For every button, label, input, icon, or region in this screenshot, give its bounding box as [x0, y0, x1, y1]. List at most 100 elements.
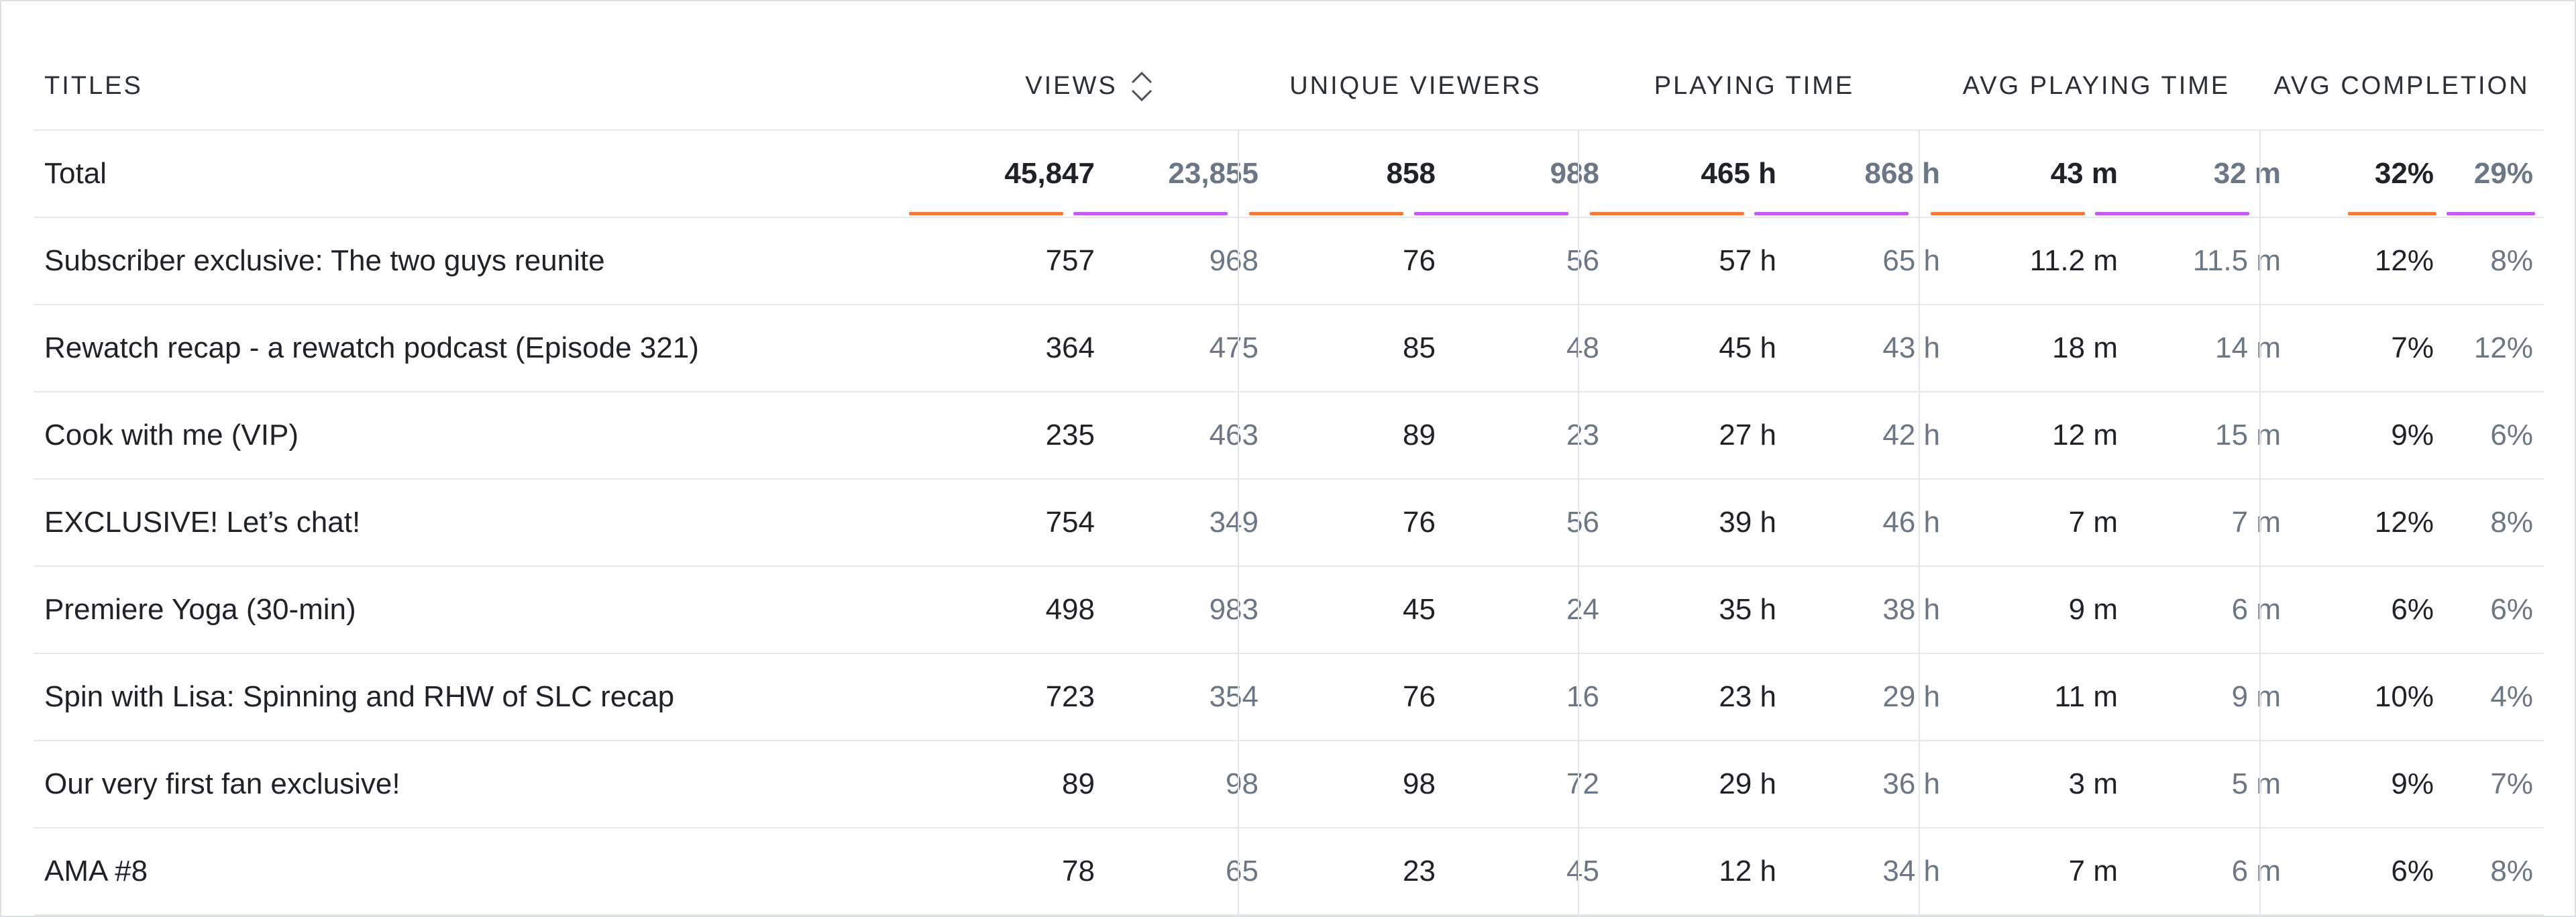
playing-time-previous-cell: 29 h — [1882, 680, 1940, 713]
avg-playing-time-previous-cell: 11.5 m — [2192, 244, 2281, 277]
avg-completion-cell: 6% — [2391, 855, 2434, 887]
avg-completion-cell: 10% — [2374, 680, 2434, 713]
total-views-previous: 23,855 — [1168, 157, 1258, 190]
total-playing-time: 465 h — [1701, 157, 1776, 190]
header-views[interactable]: VIEWS — [912, 43, 1268, 129]
avg-completion-cell: 12% — [2374, 506, 2434, 539]
avg-completion-previous-cell: 8% — [2490, 506, 2533, 539]
header-avg-completion: AVG COMPLETION — [2273, 72, 2530, 100]
views-cell: 89 — [1062, 767, 1095, 800]
unique-viewers-cell: 89 — [1403, 419, 1436, 451]
unique-viewers-previous-cell: 48 — [1566, 331, 1599, 364]
views-previous-cell: 98 — [1226, 767, 1258, 800]
table-body: Subscriber exclusive: The two guys reuni… — [34, 218, 2544, 916]
unique-viewers-cell: 85 — [1403, 331, 1436, 364]
avg-playing-time-previous-cell: 14 m — [2215, 331, 2281, 364]
playing-time-cell: 27 h — [1719, 419, 1776, 451]
playing-time-cell: 39 h — [1719, 506, 1776, 539]
avg-completion-previous-cell: 8% — [2490, 244, 2533, 277]
column-divider — [1578, 131, 1579, 917]
unique-viewers-cell: 45 — [1403, 593, 1436, 626]
total-avg-playing-time-previous: 32 m — [2213, 157, 2281, 190]
playing-time-cell: 23 h — [1719, 680, 1776, 713]
playing-time-previous-cell: 38 h — [1882, 593, 1940, 626]
previous-period-bar — [1754, 212, 1909, 215]
avg-completion-cell: 9% — [2391, 419, 2434, 451]
views-previous-cell: 983 — [1209, 593, 1258, 626]
row-title: Our very first fan exclusive! — [44, 767, 400, 800]
total-row: Total 45,847 23,855 858 988 465 h 868 h … — [34, 131, 2544, 218]
table-row[interactable]: Our very first fan exclusive! 89 98 98 72 29 … — [34, 741, 2544, 828]
views-cell: 235 — [1045, 419, 1095, 451]
avg-completion-previous-cell: 6% — [2490, 593, 2533, 626]
views-previous-cell: 349 — [1209, 506, 1258, 539]
avg-playing-time-previous-cell: 5 m — [2231, 767, 2281, 800]
row-title: Subscriber exclusive: The two guys reuni… — [44, 244, 605, 277]
current-period-bar — [1249, 212, 1403, 215]
table-row[interactable]: EXCLUSIVE! Let’s chat! 754 349 76 56 39 h 46 h… — [34, 480, 2544, 567]
avg-playing-time-cell: 18 m — [2052, 331, 2118, 364]
views-cell: 757 — [1045, 244, 1095, 277]
avg-completion-cell: 6% — [2391, 593, 2434, 626]
playing-time-cell: 29 h — [1719, 767, 1776, 800]
row-title: Rewatch recap - a rewatch podcast (Episo… — [44, 331, 699, 364]
header-playing-time: PLAYING TIME — [1654, 72, 1855, 100]
table-row[interactable]: Subscriber exclusive: The two guys reuni… — [34, 218, 2544, 305]
avg-playing-time-cell: 12 m — [2052, 419, 2118, 451]
header-views-label: VIEWS — [1025, 72, 1118, 100]
row-title: Cook with me (VIP) — [44, 419, 299, 451]
avg-playing-time-cell: 9 m — [2068, 593, 2118, 626]
playing-time-cell: 35 h — [1719, 593, 1776, 626]
avg-completion-previous-cell: 4% — [2490, 680, 2533, 713]
header-avg-playing-time: AVG PLAYING TIME — [1962, 72, 2231, 100]
table-row[interactable]: Rewatch recap - a rewatch podcast (Episo… — [34, 305, 2544, 392]
unique-viewers-previous-cell: 16 — [1566, 680, 1599, 713]
avg-playing-time-cell: 7 m — [2068, 855, 2118, 887]
column-divider — [1238, 131, 1239, 917]
playing-time-previous-cell: 65 h — [1882, 244, 1940, 277]
unique-viewers-previous-cell: 56 — [1566, 244, 1599, 277]
total-views: 45,847 — [1004, 157, 1095, 190]
unique-viewers-cell: 76 — [1403, 506, 1436, 539]
unique-viewers-previous-cell: 24 — [1566, 593, 1599, 626]
avg-playing-time-previous-cell: 15 m — [2215, 419, 2281, 451]
column-divider — [2259, 131, 2261, 917]
playing-time-previous-cell: 46 h — [1882, 506, 1940, 539]
previous-period-bar — [1073, 212, 1228, 215]
views-previous-cell: 463 — [1209, 419, 1258, 451]
row-title: Premiere Yoga (30-min) — [44, 593, 356, 626]
sort-updown-icon[interactable] — [1128, 68, 1155, 105]
playing-time-previous-cell: 36 h — [1882, 767, 1940, 800]
avg-playing-time-cell: 7 m — [2068, 506, 2118, 539]
playing-time-cell: 12 h — [1719, 855, 1776, 887]
table-row[interactable]: Spin with Lisa: Spinning and RHW of SLC … — [34, 654, 2544, 741]
views-previous-cell: 968 — [1209, 244, 1258, 277]
avg-playing-time-cell: 11.2 m — [2029, 244, 2118, 277]
playing-time-previous-cell: 34 h — [1882, 855, 1940, 887]
views-cell: 723 — [1045, 680, 1095, 713]
table-row[interactable]: Premiere Yoga (30-min) 498 983 45 24 35 h 38 h… — [34, 567, 2544, 654]
avg-completion-cell: 12% — [2374, 244, 2434, 277]
table-row[interactable]: AMA #8 78 65 23 45 12 h 34 h 7 m 6 m 6% 8% — [34, 828, 2544, 916]
avg-completion-cell: 9% — [2391, 767, 2434, 800]
views-cell: 498 — [1045, 593, 1095, 626]
views-cell: 78 — [1062, 855, 1095, 887]
playing-time-cell: 57 h — [1719, 244, 1776, 277]
views-previous-cell: 354 — [1209, 680, 1258, 713]
avg-playing-time-cell: 11 m — [2054, 680, 2118, 713]
unique-viewers-previous-cell: 56 — [1566, 506, 1599, 539]
unique-viewers-cell: 98 — [1403, 767, 1436, 800]
avg-playing-time-previous-cell: 9 m — [2231, 680, 2281, 713]
views-cell: 364 — [1045, 331, 1095, 364]
row-title: EXCLUSIVE! Let’s chat! — [44, 506, 361, 539]
avg-playing-time-previous-cell: 6 m — [2231, 593, 2281, 626]
avg-completion-previous-cell: 12% — [2473, 331, 2533, 364]
header-titles: TITLES — [44, 72, 143, 100]
total-avg-playing-time: 43 m — [2050, 157, 2118, 190]
unique-viewers-cell: 76 — [1403, 244, 1436, 277]
avg-completion-previous-cell: 6% — [2490, 419, 2533, 451]
table-row[interactable]: Cook with me (VIP) 235 463 89 23 27 h 42 h 12 m… — [34, 392, 2544, 480]
playing-time-previous-cell: 42 h — [1882, 419, 1940, 451]
views-cell: 754 — [1045, 506, 1095, 539]
total-unique-viewers: 858 — [1386, 157, 1436, 190]
